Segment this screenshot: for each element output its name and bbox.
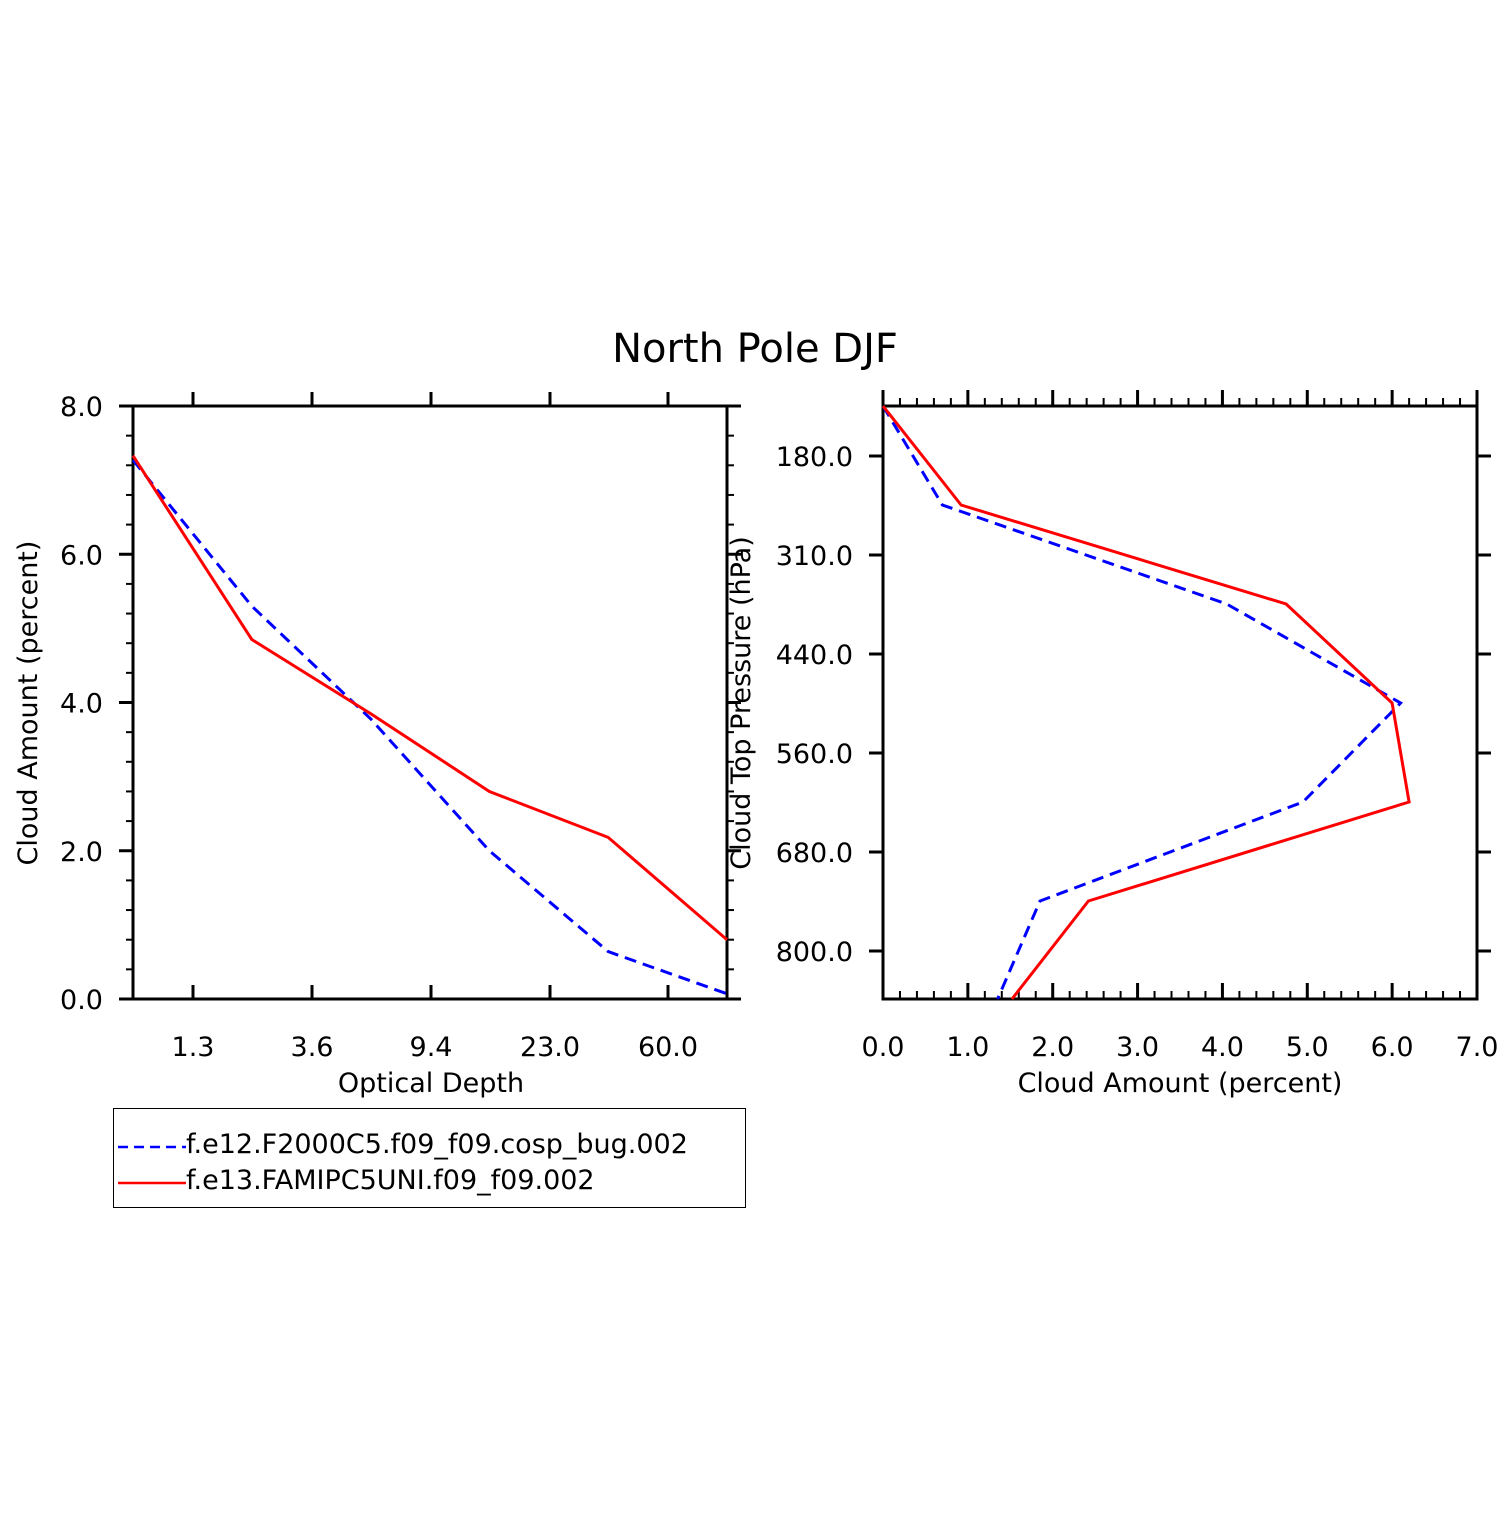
x-tick-label: 9.4 <box>410 1032 453 1063</box>
x-tick-label: 60.0 <box>638 1032 698 1063</box>
y-tick-label: 560.0 <box>776 739 853 770</box>
series-line-2 <box>881 405 1411 1000</box>
y-tick-label: 310.0 <box>776 541 853 572</box>
y-tick-label: 440.0 <box>776 640 853 671</box>
legend: f.e12.F2000C5.f09_f09.cosp_bug.002 f.e13… <box>113 1108 746 1208</box>
plot-frame <box>131 404 729 1001</box>
figure-title: North Pole DJF <box>612 326 898 372</box>
y-tick-label: 180.0 <box>776 442 853 473</box>
x-tick-label: 3.6 <box>291 1032 334 1063</box>
y-tick-label: 2.0 <box>60 837 103 868</box>
x-tick-label: 23.0 <box>520 1032 580 1063</box>
y-tick-label: 0.0 <box>60 985 103 1016</box>
y-tick-label: 800.0 <box>776 937 853 968</box>
left-plot-optical-depth: 1.3 3.6 9.4 23.0 60.0 0.0 2.0 4.0 6.0 8.0 Optical … <box>13 392 741 1099</box>
x-tick-label: 0.0 <box>862 1032 905 1063</box>
y-tick-label: 8.0 <box>60 392 103 423</box>
legend-entry-series-1: f.e12.F2000C5.f09_f09.cosp_bug.002 <box>114 1125 745 1165</box>
y-axis-label: Cloud Top Pressure (hPa) <box>726 536 757 870</box>
x-tick-label: 1.0 <box>946 1032 989 1063</box>
x-axis-label: Cloud Amount (percent) <box>1018 1068 1343 1099</box>
legend-swatch-dashed-blue <box>118 1145 186 1149</box>
legend-label: f.e12.F2000C5.f09_f09.cosp_bug.002 <box>186 1129 688 1160</box>
x-tick-label: 3.0 <box>1116 1032 1159 1063</box>
series-line-1 <box>881 405 1404 1000</box>
legend-entry-series-2: f.e13.FAMIPC5UNI.f09_f09.002 <box>114 1161 745 1201</box>
legend-swatch-solid-red <box>118 1181 186 1185</box>
y-tick-label: 680.0 <box>776 838 853 869</box>
x-tick-label: 5.0 <box>1286 1032 1329 1063</box>
plot-frame <box>881 404 1479 1001</box>
x-axis-label: Optical Depth <box>338 1068 524 1099</box>
legend-label: f.e13.FAMIPC5UNI.f09_f09.002 <box>186 1165 595 1196</box>
x-tick-label: 1.3 <box>172 1032 215 1063</box>
right-plot-cloud-top-pressure: 0.0 1.0 2.0 3.0 4.0 5.0 6.0 7.0 180.0 310.0 440.0 5… <box>726 390 1498 1099</box>
y-tick-label: 4.0 <box>60 689 103 720</box>
x-tick-label: 4.0 <box>1201 1032 1244 1063</box>
x-tick-label: 2.0 <box>1031 1032 1074 1063</box>
series-line-1 <box>131 459 728 996</box>
y-axis-label: Cloud Amount (percent) <box>13 541 44 866</box>
y-tick-label: 6.0 <box>60 540 103 571</box>
series-line-2 <box>131 454 728 941</box>
x-tick-label: 7.0 <box>1456 1032 1499 1063</box>
x-tick-label: 6.0 <box>1371 1032 1414 1063</box>
